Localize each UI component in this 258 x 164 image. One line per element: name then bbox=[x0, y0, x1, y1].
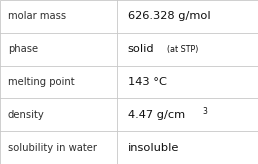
Text: melting point: melting point bbox=[8, 77, 74, 87]
Text: insoluble: insoluble bbox=[128, 143, 179, 153]
Text: 626.328 g/mol: 626.328 g/mol bbox=[128, 11, 210, 21]
Text: 3: 3 bbox=[202, 107, 207, 116]
Text: density: density bbox=[8, 110, 44, 120]
Text: molar mass: molar mass bbox=[8, 11, 66, 21]
Text: (at STP): (at STP) bbox=[167, 45, 199, 54]
Text: 4.47 g/cm: 4.47 g/cm bbox=[128, 110, 185, 120]
Text: 143 °C: 143 °C bbox=[128, 77, 167, 87]
Text: phase: phase bbox=[8, 44, 38, 54]
Text: solubility in water: solubility in water bbox=[8, 143, 97, 153]
Text: solid: solid bbox=[128, 44, 154, 54]
